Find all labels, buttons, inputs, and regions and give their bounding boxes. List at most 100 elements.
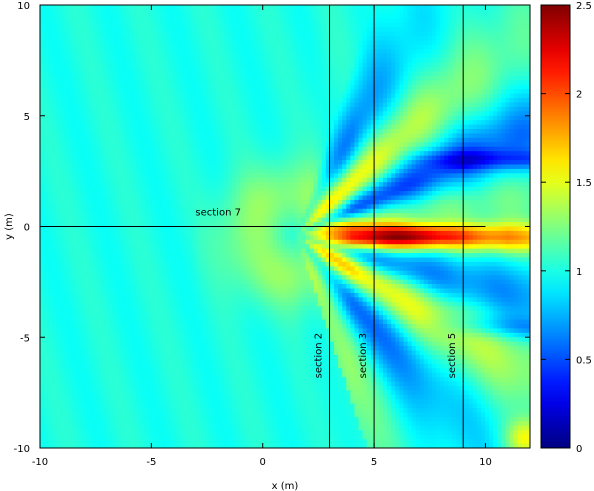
heat-cell: [354, 18, 360, 24]
heat-cell: [207, 98, 213, 104]
heat-cell: [419, 120, 425, 126]
heat-cell: [366, 5, 372, 11]
heat-cell: [525, 160, 530, 166]
heat-cell: [158, 75, 164, 81]
heat-cell: [305, 106, 311, 112]
heat-cell: [178, 129, 184, 135]
heat-cell: [195, 142, 200, 148]
heat-cell: [452, 120, 458, 126]
heat-cell: [244, 120, 249, 126]
heat-cell: [146, 36, 151, 42]
heat-cell: [321, 18, 327, 24]
heat-cell: [142, 44, 147, 50]
heat-cell: [203, 111, 209, 117]
heat-cell: [272, 177, 278, 183]
heat-cell: [342, 164, 347, 170]
heat-cell: [329, 151, 335, 157]
heat-cell: [97, 120, 102, 126]
heat-cell: [411, 182, 417, 188]
heat-cell: [231, 89, 237, 95]
heat-cell: [268, 173, 274, 179]
heat-cell: [415, 84, 421, 90]
heat-cell: [513, 13, 519, 19]
heat-cell: [125, 124, 131, 130]
heat-cell: [52, 67, 57, 73]
heat-cell: [448, 53, 454, 59]
heat-cell: [191, 160, 196, 166]
heat-cell: [321, 13, 327, 19]
heat-cell: [60, 146, 66, 152]
heat-cell: [383, 173, 388, 179]
heat-cell: [444, 22, 449, 28]
heat-cell: [170, 89, 176, 95]
heat-cell: [223, 84, 229, 90]
heat-cell: [395, 89, 400, 95]
heat-cell: [513, 49, 519, 55]
heat-cell: [40, 106, 45, 112]
heat-cell: [358, 75, 364, 81]
heat-cell: [236, 53, 241, 59]
heat-cell: [231, 98, 237, 104]
heat-cell: [227, 182, 233, 188]
heat-cell: [403, 75, 409, 81]
heat-cell: [501, 36, 507, 42]
heat-cell: [317, 142, 323, 148]
heat-cell: [476, 173, 482, 179]
heat-cell: [301, 62, 307, 68]
heat-cell: [244, 182, 249, 188]
heat-cell: [231, 49, 237, 55]
heat-cell: [133, 5, 139, 11]
heat-cell: [505, 49, 511, 55]
heat-cell: [452, 115, 458, 121]
heat-cell: [481, 137, 486, 143]
heat-cell: [509, 133, 515, 139]
heat-cell: [272, 98, 278, 104]
heat-cell: [358, 177, 364, 183]
heat-cell: [338, 173, 343, 179]
heat-cell: [354, 142, 360, 148]
heat-cell: [56, 40, 62, 46]
heat-cell: [268, 160, 274, 166]
heat-cell: [231, 164, 237, 170]
heat-cell: [89, 120, 94, 126]
heat-cell: [334, 62, 339, 68]
heat-cell: [525, 115, 530, 121]
heat-cell: [517, 75, 523, 81]
heat-cell: [407, 22, 413, 28]
heat-cell: [89, 36, 94, 42]
heat-cell: [89, 173, 94, 179]
heat-cell: [525, 151, 530, 157]
heat-cell: [342, 13, 347, 19]
heat-cell: [89, 93, 94, 99]
heat-cell: [423, 155, 429, 161]
heat-cell: [374, 146, 380, 152]
heat-cell: [93, 36, 98, 42]
heat-cell: [211, 84, 217, 90]
heat-cell: [387, 124, 392, 130]
heat-cell: [358, 27, 364, 33]
heat-cell: [403, 120, 409, 126]
heat-cell: [227, 146, 233, 152]
heat-cell: [354, 40, 360, 46]
heat-cell: [105, 18, 111, 24]
heat-cell: [240, 53, 245, 59]
heat-cell: [203, 27, 209, 33]
heat-cell: [248, 137, 253, 143]
heat-cell: [113, 164, 119, 170]
heat-cell: [374, 102, 380, 108]
heat-cell: [260, 40, 266, 46]
heat-cell: [44, 71, 49, 77]
heat-cell: [334, 9, 339, 15]
heat-cell: [84, 129, 90, 135]
heat-cell: [346, 27, 351, 33]
heat-cell: [505, 27, 511, 33]
heat-cell: [501, 53, 507, 59]
heat-cell: [358, 9, 364, 15]
heat-cell: [113, 36, 119, 42]
heat-cell: [525, 27, 530, 33]
heat-cell: [187, 111, 192, 117]
heat-cell: [231, 177, 237, 183]
heat-cell: [89, 75, 94, 81]
heat-cell: [293, 84, 298, 90]
heat-cell: [97, 44, 102, 50]
